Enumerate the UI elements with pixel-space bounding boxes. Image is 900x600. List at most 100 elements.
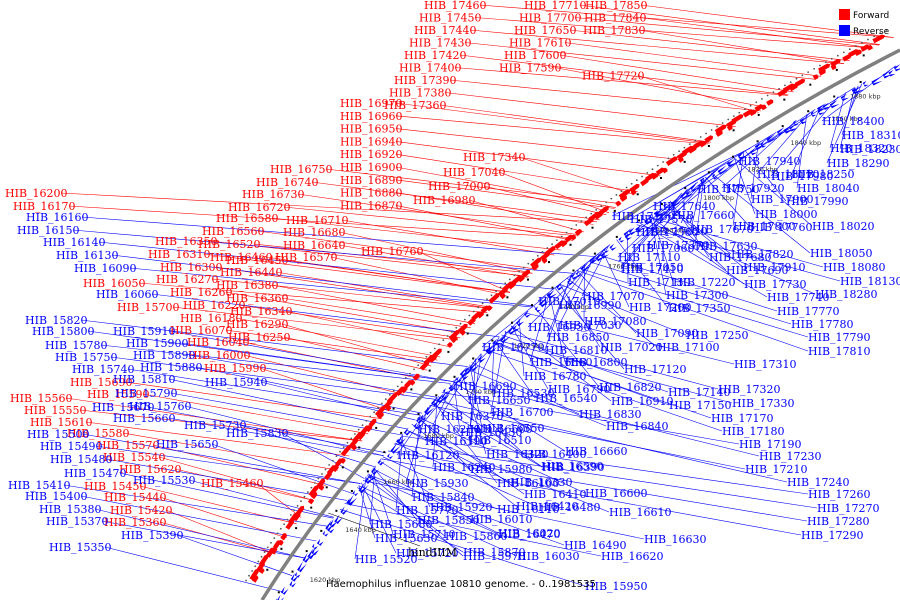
reverse-gene-label[interactable]: HIB_16500 (470, 423, 533, 436)
reverse-gene-label[interactable]: HIB_16100 (497, 477, 560, 490)
reverse-gene-label[interactable]: HIB_18050 (810, 247, 873, 260)
forward-gene-label[interactable]: HIB_16730 (242, 188, 305, 201)
reverse-gene-label[interactable]: HIB_15400 (25, 490, 88, 503)
reverse-gene-label[interactable]: HIB_16190 (425, 435, 488, 448)
reverse-gene-label[interactable]: HIB_17760 (750, 221, 813, 234)
forward-gene-label[interactable]: HIB_16900 (340, 161, 403, 174)
reverse-gene-label[interactable]: HIB_18080 (823, 261, 886, 274)
forward-gene-label[interactable]: HIB_16520 (198, 238, 261, 251)
forward-gene-label[interactable]: HIB_17460 (424, 0, 487, 12)
reverse-gene-label[interactable]: HIB_18310 (842, 129, 900, 142)
reverse-gene-label[interactable]: HIB_17300 (666, 289, 729, 302)
reverse-gene-label[interactable]: HIB_17070 (582, 290, 645, 303)
reverse-gene-label[interactable]: HIB_17630 (695, 240, 758, 253)
reverse-gene-label[interactable]: HIB_15950 (585, 580, 648, 593)
reverse-gene-label[interactable]: HIB_15760 (129, 400, 192, 413)
forward-gene-label[interactable]: HIB_16180 (180, 312, 243, 325)
reverse-gene-label[interactable]: HIB_17790 (808, 331, 871, 344)
reverse-gene-label[interactable]: HIB_17180 (722, 425, 785, 438)
reverse-gene-label[interactable]: HIB_16690 (454, 380, 517, 393)
reverse-gene-label[interactable]: HIB_16120 (397, 449, 460, 462)
reverse-gene-label[interactable]: HIB_17020 (600, 341, 663, 354)
reverse-gene-label[interactable]: HIB_16830 (579, 408, 642, 421)
reverse-gene-label[interactable]: HIB_15730 (184, 419, 247, 432)
forward-gene-label[interactable]: HIB_16880 (340, 187, 403, 200)
reverse-gene-label[interactable]: HIB_17820 (731, 248, 794, 261)
forward-gene-label[interactable]: HIB_16640 (283, 239, 346, 252)
reverse-gene-label[interactable]: HIB_15530 (133, 474, 196, 487)
forward-gene-label[interactable]: HIB_17650 (514, 24, 577, 37)
hindIIIM-label[interactable]: hindIIIM (408, 546, 457, 559)
reverse-gene-label[interactable]: HIB_17730 (744, 278, 807, 291)
reverse-gene-label[interactable]: HIB_17290 (801, 529, 864, 542)
reverse-gene-label[interactable]: HIB_18320 (830, 142, 893, 155)
forward-gene-label[interactable]: HIB_15460 (201, 477, 264, 490)
forward-gene-label[interactable]: HIB_16040 (187, 336, 250, 349)
reverse-gene-label[interactable]: HIB_15630 (375, 532, 438, 545)
forward-gene-label[interactable]: HIB_16960 (340, 110, 403, 123)
forward-gene-label[interactable]: HIB_15620 (119, 463, 182, 476)
reverse-gene-label[interactable]: HIB_15830 (226, 427, 289, 440)
reverse-gene-label[interactable]: HIB_18280 (815, 288, 878, 301)
reverse-gene-label[interactable]: HIB_16780 (524, 370, 587, 383)
forward-gene-label[interactable]: HIB_15590 (87, 388, 150, 401)
forward-gene-label[interactable]: HIB_17610 (509, 37, 572, 50)
reverse-gene-label[interactable]: HIB_16010 (470, 513, 533, 526)
reverse-gene-label[interactable]: HIB_15840 (412, 491, 475, 504)
reverse-gene-label[interactable]: HIB_15880 (140, 361, 203, 374)
reverse-gene-label[interactable]: HIB_15390 (121, 529, 184, 542)
forward-gene-label[interactable]: HIB_16750 (270, 163, 333, 176)
reverse-gene-label[interactable]: HIB_15970 (463, 550, 526, 563)
reverse-gene-label[interactable]: HIB_16430 (460, 426, 523, 439)
forward-gene-label[interactable]: HIB_16950 (340, 123, 403, 136)
reverse-gene-label[interactable]: HIB_16820 (599, 381, 662, 394)
forward-gene-label[interactable]: HIB_16710 (286, 214, 349, 227)
forward-gene-label[interactable]: HIB_15560 (10, 392, 73, 405)
reverse-gene-label[interactable]: HIB_17670 (691, 223, 754, 236)
forward-gene-label[interactable]: HIB_17840 (584, 12, 647, 25)
reverse-gene-label[interactable]: HIB_16160 (26, 211, 89, 224)
reverse-gene-label[interactable]: HIB_16240 (433, 461, 496, 474)
reverse-gene-label[interactable]: HIB_16630 (644, 533, 707, 546)
reverse-gene-label[interactable]: HIB_17010 (538, 295, 601, 308)
reverse-gene-label[interactable]: HIB_15500 (27, 428, 90, 441)
reverse-gene-label[interactable]: HIB_16810 (545, 344, 608, 357)
reverse-gene-label[interactable]: HIB_16110 (497, 503, 560, 516)
reverse-gene-label[interactable]: HIB_15480 (50, 453, 113, 466)
reverse-gene-label[interactable]: HIB_16790 (548, 383, 611, 396)
reverse-gene-label[interactable]: HIB_17660 (672, 209, 735, 222)
reverse-gene-label[interactable]: HIB_15930 (406, 477, 469, 490)
reverse-gene-label[interactable]: HIB_17370 (647, 239, 710, 252)
reverse-gene-label[interactable]: HIB_17570 (630, 213, 693, 226)
forward-gene-label[interactable]: HIB_16740 (256, 176, 319, 189)
forward-gene-label[interactable]: HIB_16310 (148, 248, 211, 261)
reverse-gene-label[interactable]: HIB_15900 (126, 337, 189, 350)
reverse-gene-label[interactable]: HIB_16280 (418, 423, 481, 436)
reverse-gene-label[interactable]: HIB_16510 (469, 434, 532, 447)
forward-gene-label[interactable]: HIB_17590 (499, 62, 562, 75)
reverse-gene-label[interactable]: HIB_18230 (840, 143, 900, 156)
forward-gene-label[interactable]: HIB_16170 (13, 200, 76, 213)
reverse-gene-label[interactable]: HIB_18250 (792, 168, 855, 181)
reverse-gene-label[interactable]: HIB_17560 (636, 226, 699, 239)
forward-gene-label[interactable]: HIB_17040 (443, 166, 506, 179)
forward-gene-label[interactable]: HIB_17850 (585, 0, 648, 12)
reverse-gene-label[interactable]: HIB_15710 (393, 528, 456, 541)
reverse-gene-label[interactable]: HIB_15380 (39, 503, 102, 516)
reverse-gene-label[interactable]: HIB_17030 (559, 319, 622, 332)
reverse-gene-label[interactable]: HIB_17280 (807, 515, 870, 528)
forward-gene-label[interactable]: HIB_15580 (67, 427, 130, 440)
reverse-gene-label[interactable]: HIB_16330 (510, 476, 573, 489)
reverse-gene-label[interactable]: HIB_16620 (601, 550, 664, 563)
reverse-gene-label[interactable]: HIB_15800 (32, 325, 95, 338)
reverse-gene-label[interactable]: HIB_15350 (49, 541, 112, 554)
forward-gene-label[interactable]: HIB_16570 (275, 251, 338, 264)
reverse-gene-label[interactable]: HIB_17940 (738, 155, 801, 168)
reverse-gene-label[interactable]: HIB_17250 (686, 329, 749, 342)
reverse-gene-label[interactable]: HIB_17200 (629, 301, 692, 314)
reverse-gene-label[interactable]: HIB_15860 (445, 530, 508, 543)
reverse-gene-label[interactable]: HIB_15890 (133, 349, 196, 362)
forward-gene-label[interactable]: HIB_16920 (340, 148, 403, 161)
reverse-gene-label[interactable]: HIB_15680 (370, 518, 433, 531)
forward-gene-label[interactable]: HIB_16380 (216, 279, 279, 292)
